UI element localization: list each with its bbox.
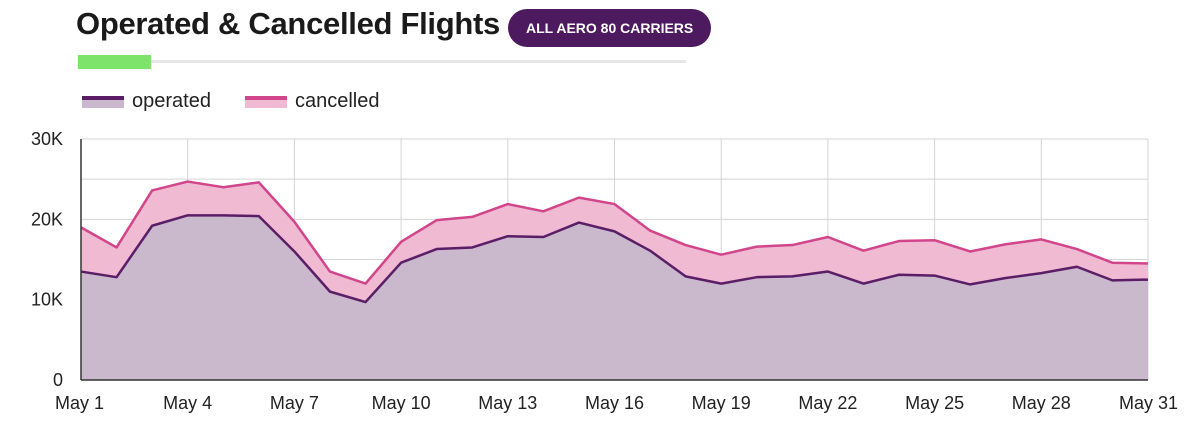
- cancelled-area: [81, 181, 1148, 303]
- operated-series-line: [80, 214, 1149, 304]
- x-tick-label: May 19: [692, 393, 751, 413]
- page-title: Operated & Cancelled Flights: [76, 6, 500, 41]
- carrier-filter-badge[interactable]: ALL AERO 80 CARRIERS: [508, 9, 712, 47]
- y-tick-label: 0: [53, 370, 63, 390]
- x-tick-label: May 28: [1012, 393, 1071, 413]
- legend-item-operated[interactable]: operated: [82, 90, 211, 113]
- progress-fill: [78, 55, 151, 69]
- operated-area: [81, 215, 1148, 380]
- cancelled-series-line: [80, 180, 1149, 285]
- legend-label-cancelled: cancelled: [294, 90, 380, 112]
- legend-swatch-cancelled: [244, 95, 287, 108]
- x-tick-label: May 10: [372, 393, 431, 413]
- y-tick-label: 30K: [31, 129, 63, 149]
- y-tick-label: 20K: [31, 209, 63, 229]
- x-tick-label: May 4: [163, 393, 212, 413]
- legend-item-cancelled[interactable]: cancelled: [244, 90, 380, 113]
- x-tick-label: May 7: [270, 393, 319, 413]
- progress-track: [78, 60, 686, 63]
- legend-swatch-operated: [82, 95, 124, 108]
- x-tick-label: May 31: [1119, 393, 1178, 413]
- x-tick-label: May 22: [798, 393, 857, 413]
- x-tick-label: May 25: [905, 393, 964, 413]
- chart-legend: operated cancelled: [82, 90, 413, 113]
- x-tick-label: May 1: [55, 393, 104, 413]
- x-tick-label: May 13: [478, 393, 537, 413]
- legend-label-operated: operated: [132, 90, 211, 112]
- y-tick-label: 10K: [31, 290, 63, 310]
- x-tick-label: May 16: [585, 393, 644, 413]
